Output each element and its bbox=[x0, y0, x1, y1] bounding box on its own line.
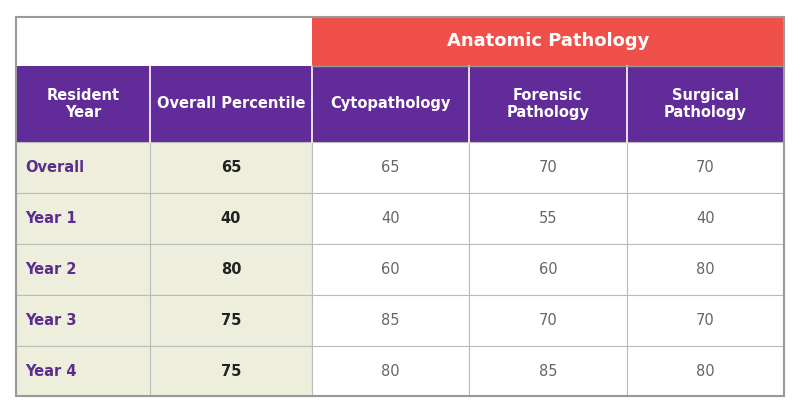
Text: 65: 65 bbox=[381, 160, 400, 175]
Text: 80: 80 bbox=[696, 262, 714, 277]
Bar bbox=[312, 193, 469, 244]
Text: Anatomic Pathology: Anatomic Pathology bbox=[446, 32, 649, 50]
Text: 70: 70 bbox=[696, 313, 714, 328]
Text: Year 1: Year 1 bbox=[26, 211, 78, 226]
Bar bbox=[312, 142, 469, 193]
Text: 75: 75 bbox=[221, 313, 242, 328]
Bar bbox=[469, 142, 626, 193]
Bar bbox=[469, 244, 626, 294]
Bar bbox=[626, 193, 784, 244]
Bar bbox=[16, 142, 150, 193]
Text: 70: 70 bbox=[538, 160, 558, 175]
Bar bbox=[312, 244, 469, 294]
Bar bbox=[312, 294, 469, 346]
Text: 75: 75 bbox=[221, 363, 242, 379]
Text: Cytopathology: Cytopathology bbox=[330, 96, 450, 112]
Bar bbox=[16, 294, 150, 346]
Text: 85: 85 bbox=[538, 363, 557, 379]
Bar bbox=[312, 17, 784, 66]
Text: 85: 85 bbox=[381, 313, 400, 328]
Bar bbox=[150, 346, 312, 396]
Bar bbox=[150, 244, 312, 294]
Text: Overall: Overall bbox=[26, 160, 85, 175]
Text: 80: 80 bbox=[696, 363, 714, 379]
Bar bbox=[16, 346, 150, 396]
Bar bbox=[626, 244, 784, 294]
Text: Forensic
Pathology: Forensic Pathology bbox=[506, 88, 590, 120]
Text: Year 2: Year 2 bbox=[26, 262, 77, 277]
Text: 40: 40 bbox=[696, 211, 714, 226]
Bar bbox=[150, 294, 312, 346]
Text: 65: 65 bbox=[221, 160, 242, 175]
Bar bbox=[150, 193, 312, 244]
Text: 55: 55 bbox=[538, 211, 557, 226]
Bar bbox=[469, 294, 626, 346]
Bar bbox=[626, 294, 784, 346]
Bar bbox=[150, 142, 312, 193]
Text: 70: 70 bbox=[696, 160, 714, 175]
Bar bbox=[16, 193, 150, 244]
Text: 80: 80 bbox=[381, 363, 400, 379]
Bar bbox=[16, 244, 150, 294]
Text: Overall Percentile: Overall Percentile bbox=[157, 96, 306, 112]
Text: Year 4: Year 4 bbox=[26, 363, 77, 379]
Text: Resident
Year: Resident Year bbox=[46, 88, 120, 120]
Bar bbox=[626, 142, 784, 193]
Bar bbox=[16, 66, 784, 142]
Bar bbox=[312, 346, 469, 396]
Text: 40: 40 bbox=[221, 211, 242, 226]
Text: 40: 40 bbox=[381, 211, 400, 226]
Text: 70: 70 bbox=[538, 313, 558, 328]
Bar bbox=[469, 193, 626, 244]
Text: 60: 60 bbox=[538, 262, 557, 277]
Bar bbox=[469, 346, 626, 396]
Text: Surgical
Pathology: Surgical Pathology bbox=[664, 88, 746, 120]
Text: Year 3: Year 3 bbox=[26, 313, 77, 328]
Bar bbox=[626, 346, 784, 396]
Text: 80: 80 bbox=[221, 262, 242, 277]
Text: 60: 60 bbox=[381, 262, 400, 277]
